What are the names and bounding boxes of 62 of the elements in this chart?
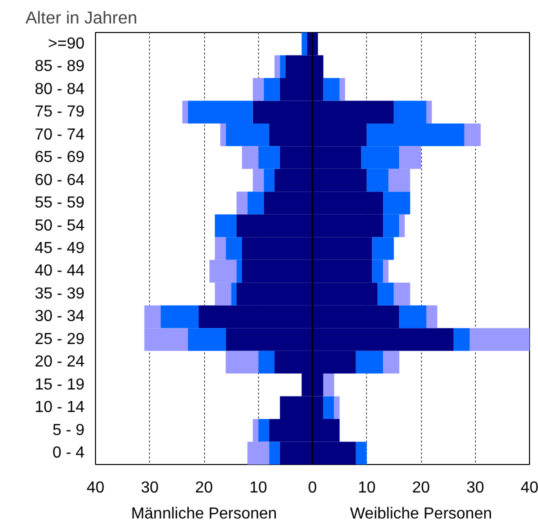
bar xyxy=(426,100,432,124)
bar xyxy=(356,442,367,464)
y-tick-label: 85 - 89 xyxy=(34,58,85,76)
bar xyxy=(236,192,248,214)
y-tick-label: 80 - 84 xyxy=(34,80,85,98)
bar xyxy=(323,78,340,101)
bar xyxy=(302,32,308,56)
bar xyxy=(399,305,426,328)
bar xyxy=(399,214,405,238)
bar xyxy=(334,396,340,420)
bar xyxy=(426,305,438,328)
x-tick-label: 0 xyxy=(308,480,318,496)
bar xyxy=(470,328,530,351)
text: Weibliche Personen xyxy=(350,506,492,522)
y-tick-label: 50 - 54 xyxy=(34,217,85,234)
x-tick-label: 40 xyxy=(86,480,104,496)
y-tick-label: 45 - 49 xyxy=(34,240,85,257)
x-tick-label: 10 xyxy=(249,480,268,496)
bar xyxy=(394,282,410,306)
x-tick-label: 40 xyxy=(520,480,538,496)
y-tick-label: 40 - 44 xyxy=(34,262,85,280)
bar xyxy=(258,419,270,442)
x-tick-label: 10 xyxy=(358,480,376,496)
bar xyxy=(231,282,237,306)
y-tick-label: 10 - 14 xyxy=(34,399,85,416)
bar xyxy=(269,442,280,464)
y-tick-label: 75 - 79 xyxy=(34,104,85,121)
y-tick-label: 30 - 34 xyxy=(34,308,85,326)
bar xyxy=(226,350,258,374)
bar xyxy=(454,328,470,351)
bar xyxy=(464,123,481,146)
y-tick-label: 60 - 64 xyxy=(34,172,85,189)
bar xyxy=(182,100,188,124)
bar xyxy=(383,350,400,374)
y-axis-title: Alter in Jahren xyxy=(26,8,138,28)
y-tick-label: 65 - 69 xyxy=(34,149,85,166)
y-tick-label: 20 - 24 xyxy=(34,354,85,371)
bar xyxy=(323,396,334,420)
y-tick-label: 55 - 59 xyxy=(34,194,85,212)
bar xyxy=(274,55,280,78)
bar xyxy=(383,260,388,283)
bar xyxy=(264,78,280,101)
text: Männliche Personen xyxy=(131,506,277,522)
x-tick-label: 20 xyxy=(412,480,430,496)
y-tick-label: >=90 xyxy=(48,35,85,52)
bar xyxy=(340,78,346,101)
bar xyxy=(280,55,286,78)
y-tick-label: 0 - 4 xyxy=(52,444,85,462)
bar xyxy=(323,374,334,396)
x-tick-label: 30 xyxy=(466,480,484,496)
x-tick-label: 30 xyxy=(140,480,159,496)
y-tick-label: 70 - 74 xyxy=(34,126,85,144)
y-tick-label: 35 - 39 xyxy=(34,285,85,302)
bar xyxy=(247,192,264,214)
bar xyxy=(258,350,275,374)
y-tick-label: 5 - 9 xyxy=(52,422,85,439)
bar xyxy=(356,350,384,374)
bar xyxy=(220,123,226,146)
y-tick-label: 25 - 29 xyxy=(34,330,85,348)
bar xyxy=(252,78,264,101)
y-tick-label: 15 - 19 xyxy=(34,376,85,394)
x-tick-label: 20 xyxy=(195,480,213,496)
